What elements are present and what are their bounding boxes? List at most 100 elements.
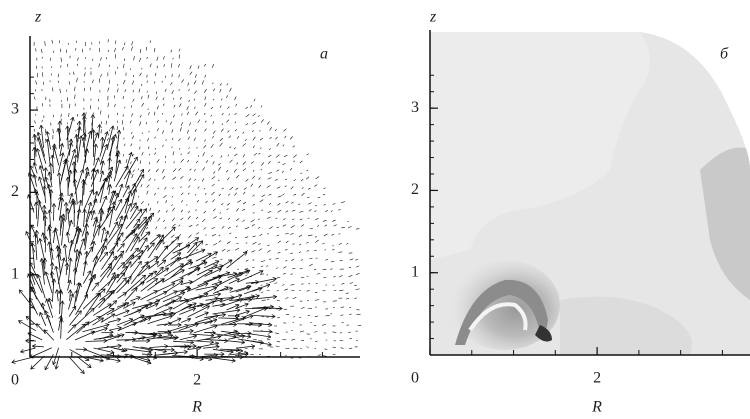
vector-arrow [45,310,54,333]
vector-arrow [179,261,193,268]
vector-arrow [116,265,128,279]
vector-arrow [204,268,222,277]
vector-arrow [149,207,152,212]
vector-arrow [300,178,304,182]
arrow-head [94,132,98,136]
vector-arrow [74,268,76,286]
vector-arrow [75,283,81,302]
arrow-head [174,337,179,340]
vector-arrow [229,186,234,191]
vector-arrow [130,296,141,302]
vector-arrow [267,232,269,235]
vector-arrow [107,87,110,92]
vector-arrow [218,234,221,237]
vector-arrow [330,313,333,315]
vector-arrow [261,299,266,301]
vector-arrow [148,261,159,270]
vector-arrow [121,120,123,125]
arrow-head [32,242,35,247]
vector-arrow [187,151,190,155]
vector-arrow [90,198,97,213]
arrow-head [189,259,192,264]
vector-arrow [245,236,249,239]
vector-arrow [131,41,134,46]
arrow-head [124,353,129,357]
arrow-head [30,286,35,290]
vector-arrow [90,114,94,139]
arrow-head [144,261,149,264]
vector-arrow [125,170,131,187]
vector-arrow [68,239,73,260]
arrow-head [110,190,115,194]
vector-arrow [139,114,142,118]
arrow-head [84,223,88,228]
vector-arrow [252,113,256,117]
vector-arrow [140,290,158,301]
vector-arrow [122,47,124,51]
vector-arrow [178,54,180,59]
vector-arrow [74,178,78,205]
vector-arrow [204,319,218,325]
vector-arrow [348,275,353,277]
vector-arrow [139,208,147,219]
arrow-head [159,266,164,269]
vector-arrow [202,346,220,349]
arrow-head [272,276,277,279]
arrow-head [131,183,136,186]
arrow-head [83,347,87,350]
vector-arrow [51,39,54,44]
vector-arrow [123,301,136,309]
arrow-head [62,244,65,249]
vector-arrow [155,168,159,173]
vector-arrow [180,158,184,163]
vector-arrow [269,331,274,333]
arrow-head [189,330,194,334]
vector-arrow [59,88,61,94]
arrow-head [216,292,221,295]
arrow-head [229,259,233,264]
vector-arrow [194,169,196,172]
vector-arrow [130,161,132,165]
vector-arrow [51,87,54,92]
vector-arrow [157,187,160,190]
vector-arrow [107,102,109,108]
arrow-head [34,233,38,238]
arrow-head [61,257,65,261]
vector-arrow [242,131,245,134]
arrow-head [267,344,272,347]
arrow-head [97,169,99,174]
arrow-head [142,216,147,219]
vector-arrow [283,154,288,158]
arrow-head [102,137,105,141]
vector-arrow [212,303,226,307]
vector-arrow [140,215,152,237]
vector-arrow [317,225,320,227]
arrow-head [107,206,111,210]
vector-arrow [100,160,104,172]
arrow-head [134,330,139,333]
arrow-head [121,334,125,338]
arrow-head [48,189,52,194]
arrow-head [187,318,192,322]
vector-arrow [268,148,271,150]
vector-arrow [178,138,181,142]
vector-arrow [211,226,215,230]
arrow-head [57,120,61,125]
arrow-head [244,302,249,305]
arrow-head [36,148,41,152]
arrow-head [93,129,96,134]
vector-arrow [139,49,142,54]
vector-arrow [293,316,296,318]
arrow-head [65,176,69,181]
vector-arrow [211,176,216,180]
arrow-head [272,294,277,297]
arrow-head [68,142,72,146]
vector-arrow [291,209,296,212]
vector-arrow [93,334,121,340]
vector-arrow [204,192,207,195]
arrow-head [123,262,126,267]
vector-arrow [156,226,176,246]
vector-arrow [106,137,109,141]
vector-arrow [75,47,77,51]
vector-arrow [195,311,209,319]
